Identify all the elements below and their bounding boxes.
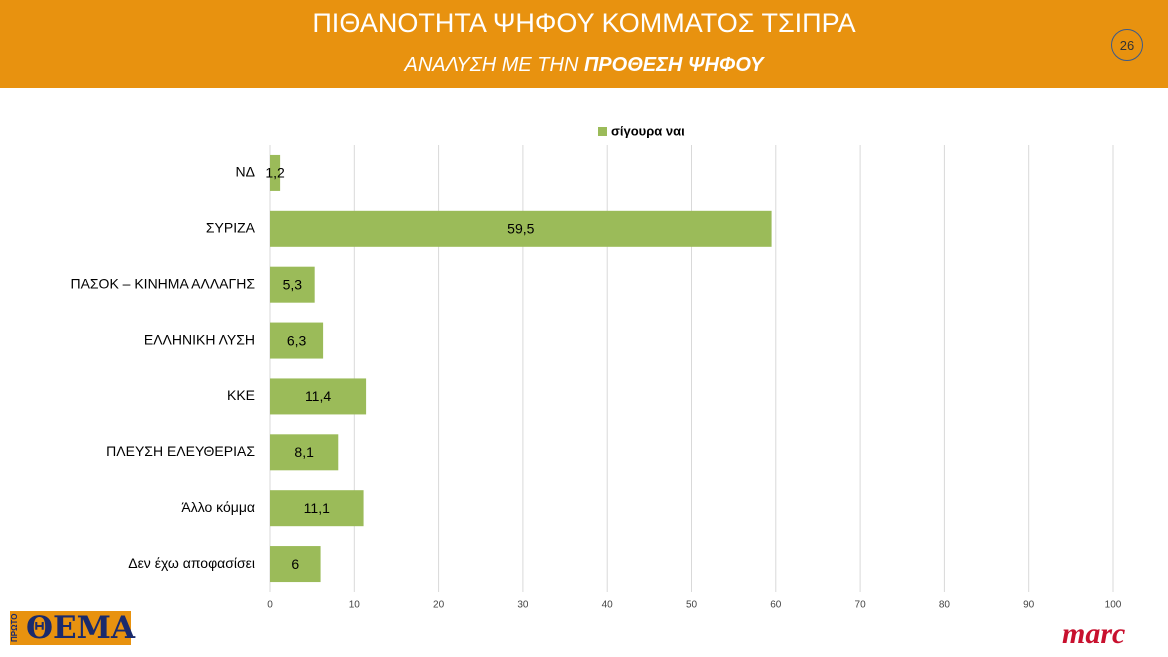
y-tick-label: ΚΚΕ <box>227 387 255 403</box>
title: ΠΙΘΑΝΟΤΗΤΑ ΨΗΦΟΥ ΚΟΜΜΑΤΟΣ ΤΣΙΠΡΑ <box>312 8 856 38</box>
y-tick-label: ΠΛΕΥΣΗ ΕΛΕΥΘΕΡΙΑΣ <box>106 443 255 459</box>
logo-right: marc <box>1062 617 1126 650</box>
bar <box>270 490 364 527</box>
chart: 0 10 20 30 40 50 60 70 80 90 100 σίγουρα ναι ΝΔ ΣΥΡΙΖ… <box>70 123 1122 608</box>
subtitle: ΑΝΑΛΥΣΗ ΜΕ ΤΗΝ ΠΡΟΘΕΣΗ ΨΗΦΟΥ <box>0 54 1168 77</box>
x-tick-label: 60 <box>770 600 782 608</box>
y-tick-label: ΠΑΣΟΚ – ΚΙΝΗΜΑ ΑΛΛΑΓΗΣ <box>70 275 255 291</box>
value-label: 11,4 <box>305 388 331 404</box>
y-tick-label: ΝΔ <box>236 164 255 180</box>
value-label: 59,5 <box>507 221 534 237</box>
x-tick-label: 90 <box>1023 600 1035 608</box>
value-label: 6,3 <box>287 332 307 348</box>
logo-left: ΠΡΩΤΟ ΘΕΜΑ <box>10 611 135 645</box>
logo-text: ΘΕΜΑ <box>26 610 135 646</box>
bar <box>270 210 772 247</box>
page-number: 26 <box>1111 29 1143 61</box>
legend-swatch <box>598 127 607 136</box>
x-tick-label: 30 <box>517 600 529 608</box>
value-label: 5,3 <box>283 276 303 292</box>
x-tick-label: 0 <box>267 600 273 608</box>
subtitle-bold: ΠΡΟΘΕΣΗ ΨΗΦΟΥ <box>583 54 764 76</box>
bar <box>270 322 324 359</box>
legend-label: σίγουρα ναι <box>611 123 685 138</box>
bar <box>270 434 339 471</box>
value-label: 11,1 <box>304 500 330 516</box>
y-tick-label: ΕΛΛΗΝΙΚΗ ΛΥΣΗ <box>144 331 255 347</box>
value-label: 8,1 <box>294 444 314 460</box>
y-tick-label: ΣΥΡΙΖΑ <box>206 220 256 236</box>
header: ΠΙΘΑΝΟΤΗΤΑ ΨΗΦΟΥ ΚΟΜΜΑΤΟΣ ΤΣΙΠΡΑ ΑΝΑΛΥΣΗ… <box>0 0 1168 88</box>
x-tick-label: 80 <box>939 600 951 608</box>
y-tick-label: Δεν έχω αποφασίσει <box>128 555 255 571</box>
y-tick-label: Άλλο κόμμα <box>181 499 255 515</box>
x-tick-label: 10 <box>349 600 361 608</box>
bar <box>270 266 315 303</box>
x-tick-label: 50 <box>686 600 698 608</box>
x-tick-label: 20 <box>433 600 445 608</box>
x-tick-label: 70 <box>855 600 867 608</box>
x-tick-label: 100 <box>1105 600 1122 608</box>
value-label: 1,2 <box>265 165 285 181</box>
bar <box>270 378 367 415</box>
x-tick-label: 40 <box>602 600 614 608</box>
subtitle-text: ΑΝΑΛΥΣΗ ΜΕ ΤΗΝ <box>404 54 584 76</box>
bar <box>270 154 281 191</box>
logo-small-text: ΠΡΩΤΟ <box>10 613 19 643</box>
bar <box>270 546 321 583</box>
value-label: 6 <box>291 556 299 572</box>
